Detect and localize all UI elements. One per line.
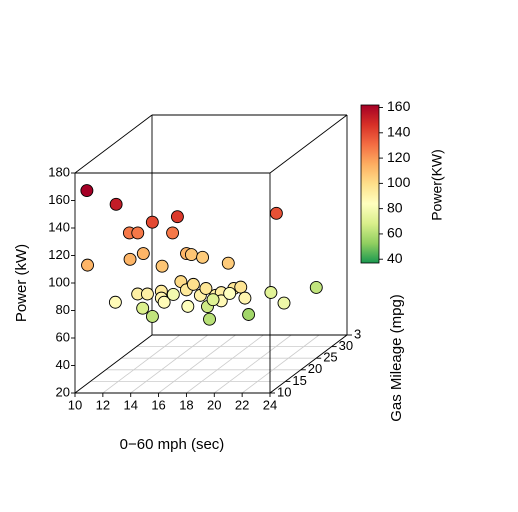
colorbar-tick-label: 120 bbox=[387, 149, 411, 165]
y-axis-label: Gas Mileage (mpg) bbox=[388, 294, 405, 422]
box-edge bbox=[74, 334, 153, 394]
x-tick-label: 20 bbox=[207, 397, 221, 412]
z-tick-label: 100 bbox=[48, 274, 70, 289]
point bbox=[109, 197, 123, 211]
grid-line bbox=[102, 334, 181, 394]
point bbox=[203, 312, 216, 326]
z-tick-label: 80 bbox=[56, 302, 70, 317]
point bbox=[145, 215, 159, 229]
x-tick-label: 12 bbox=[96, 397, 110, 412]
point bbox=[181, 299, 195, 313]
z-tick-label: 180 bbox=[48, 164, 70, 179]
colorbar-title: Power(KW) bbox=[429, 149, 445, 221]
x-tick-label: 18 bbox=[179, 397, 193, 412]
point bbox=[131, 226, 145, 240]
z-tick-label: 120 bbox=[48, 247, 70, 262]
y-tick-label: 25 bbox=[323, 350, 337, 365]
point bbox=[184, 248, 198, 262]
colorbar-tick-label: 60 bbox=[387, 225, 403, 241]
point bbox=[81, 258, 94, 272]
grid-line bbox=[130, 334, 208, 394]
colorbar-tick-label: 40 bbox=[387, 250, 403, 266]
colorbar-tick-label: 80 bbox=[387, 199, 403, 215]
grid-line bbox=[214, 334, 292, 394]
y-tick-label: 10 bbox=[277, 384, 291, 399]
point bbox=[223, 286, 237, 300]
z-tick-label: 140 bbox=[48, 219, 70, 234]
x-tick-label: 16 bbox=[151, 397, 165, 412]
point bbox=[145, 310, 159, 323]
point bbox=[80, 184, 94, 198]
point bbox=[277, 296, 291, 310]
z-tick-label: 40 bbox=[56, 357, 70, 372]
y-tick-label: 20 bbox=[308, 361, 322, 376]
point bbox=[123, 252, 137, 266]
grid-line bbox=[186, 334, 264, 394]
point bbox=[136, 301, 150, 315]
point bbox=[136, 247, 150, 260]
point bbox=[264, 286, 278, 299]
point bbox=[242, 308, 256, 321]
point bbox=[206, 293, 220, 307]
point bbox=[199, 282, 213, 295]
x-tick-label: 10 bbox=[68, 397, 82, 412]
y-tick-label: 15 bbox=[292, 373, 306, 388]
x-tick-label: 24 bbox=[263, 397, 277, 412]
x-tick-label: 14 bbox=[123, 397, 137, 412]
point bbox=[196, 250, 210, 264]
box-edge bbox=[269, 334, 348, 394]
y-tick-label: 30 bbox=[339, 338, 353, 353]
point bbox=[155, 259, 169, 273]
point bbox=[108, 295, 122, 309]
colorbar-tick-label: 140 bbox=[387, 124, 411, 140]
z-tick-label: 20 bbox=[56, 384, 70, 399]
point bbox=[170, 210, 184, 224]
point bbox=[166, 288, 180, 301]
point bbox=[234, 280, 248, 294]
point bbox=[309, 281, 323, 294]
z-tick-label: 160 bbox=[48, 192, 70, 207]
grid-line bbox=[158, 334, 236, 394]
point bbox=[269, 206, 283, 220]
point bbox=[221, 256, 235, 270]
point bbox=[140, 287, 154, 301]
box-edge bbox=[74, 114, 153, 174]
x-tick-label: 22 bbox=[235, 397, 249, 412]
colorbar-tick-label: 160 bbox=[387, 98, 411, 114]
y-tick-label: 3 bbox=[354, 326, 361, 341]
x-axis-label: 0−60 mph (sec) bbox=[120, 436, 225, 453]
z-axis-label: Power (kW) bbox=[13, 244, 30, 322]
colorbar bbox=[360, 104, 380, 264]
point bbox=[157, 295, 171, 309]
z-tick-label: 60 bbox=[56, 329, 70, 344]
grid-line bbox=[241, 334, 320, 394]
box-edge bbox=[269, 114, 348, 174]
point bbox=[186, 277, 200, 291]
colorbar-tick-label: 100 bbox=[387, 174, 411, 190]
point bbox=[166, 226, 180, 240]
point bbox=[238, 291, 252, 305]
